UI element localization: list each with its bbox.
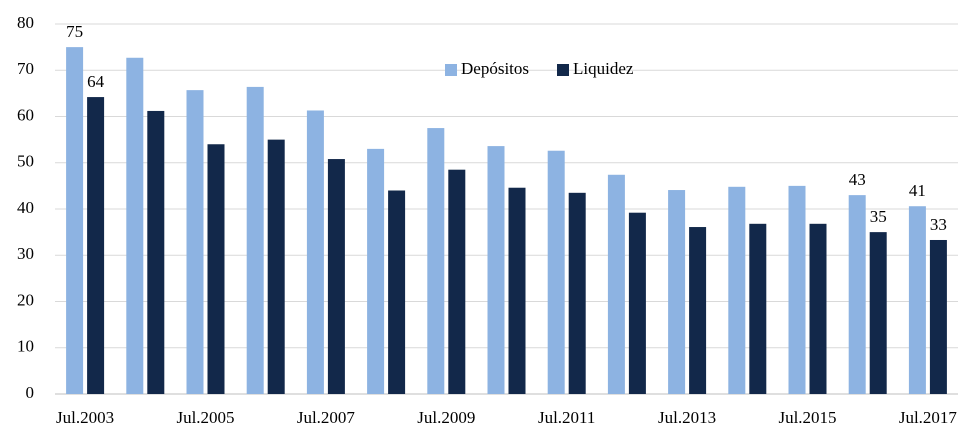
data-label: 75 [66,22,83,41]
y-tick-label: 0 [26,383,35,402]
y-tick-label: 30 [17,244,34,263]
bar [246,86,264,395]
bar [607,174,625,394]
legend-swatch [557,64,569,76]
x-tick-label: Jul.2017 [899,408,958,427]
data-label: 43 [849,170,866,189]
bar [448,169,466,394]
bar [547,150,565,394]
y-tick-label: 60 [17,105,34,124]
bar [508,187,526,394]
y-tick-label: 10 [17,337,34,356]
x-tick-label: Jul.2005 [176,408,234,427]
bar [267,139,285,394]
bar [126,57,144,394]
bar [186,90,204,394]
bar [728,186,746,394]
bar [749,223,767,394]
bar [788,185,806,394]
x-tick-label: Jul.2007 [297,408,356,427]
bar [809,223,827,394]
data-label: 41 [909,181,926,200]
bar [87,97,105,394]
bar [66,47,84,394]
y-tick-label: 70 [17,59,34,78]
bar [848,195,866,394]
bar [367,148,385,394]
bar [568,192,586,394]
legend-swatch [445,64,457,76]
bar [908,206,926,394]
bar [929,239,947,394]
legend-label: Liquidez [573,59,634,78]
data-label: 64 [87,72,105,91]
x-tick-label: Jul.2009 [417,408,475,427]
x-tick-label: Jul.2015 [778,408,836,427]
bar [427,128,445,394]
x-tick-label: Jul.2013 [658,408,716,427]
bar [668,190,686,394]
legend-label: Depósitos [461,59,529,78]
bar [487,146,505,394]
y-tick-label: 40 [17,198,34,217]
data-label: 35 [870,207,887,226]
x-tick-label: Jul.2003 [56,408,114,427]
bar [869,232,887,394]
y-tick-label: 20 [17,290,34,309]
bar [306,110,324,395]
bar [628,212,646,394]
y-tick-label: 80 [17,13,34,32]
bar [689,227,707,394]
bar [147,110,165,394]
bar [327,159,345,394]
y-tick-label: 50 [17,152,34,171]
data-label: 33 [930,215,947,234]
bar [388,190,406,394]
x-tick-label: Jul.2011 [538,408,595,427]
bar [207,144,225,394]
